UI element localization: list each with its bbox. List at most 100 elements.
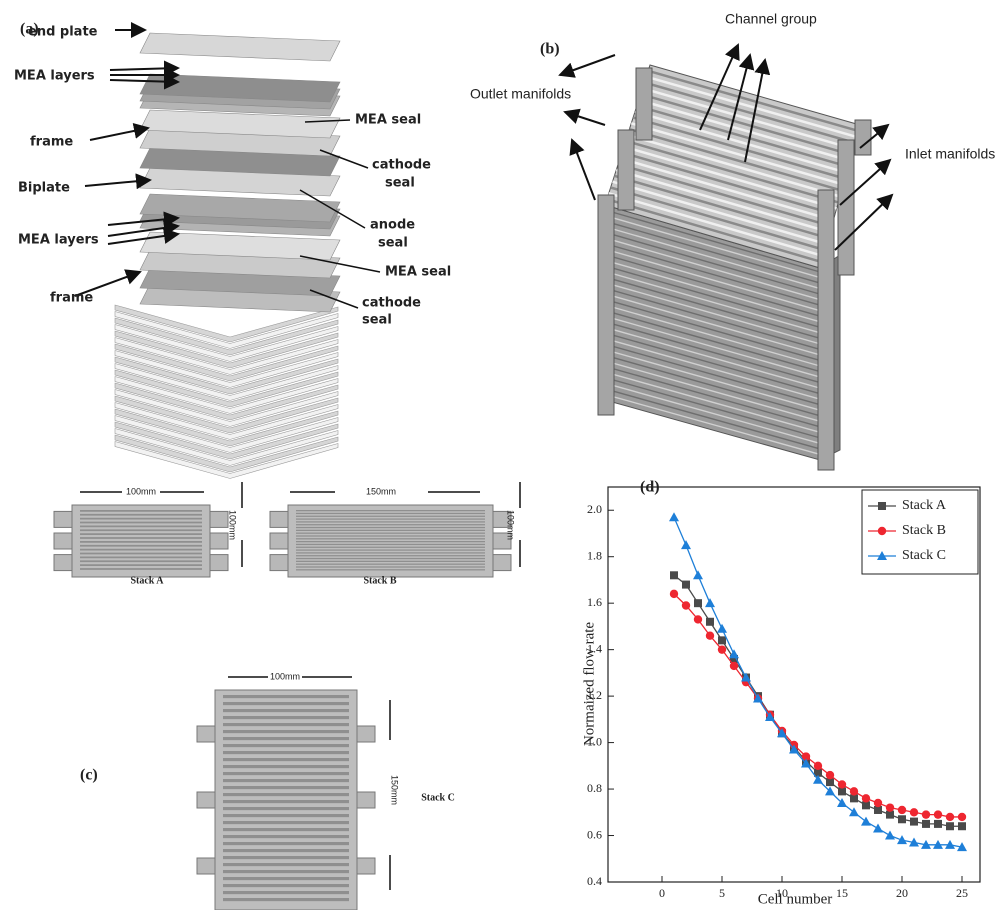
marker [814, 768, 822, 777]
y-tick-label: 0.4 [587, 874, 602, 888]
marker [873, 798, 883, 808]
channel [223, 744, 349, 748]
marker [789, 744, 799, 754]
cell-layer [114, 408, 339, 447]
channel [634, 110, 848, 174]
cell-layer [114, 337, 339, 375]
plate-line [604, 354, 821, 417]
tab [196, 791, 216, 809]
channel [80, 510, 202, 512]
y-tick-label: 1.6 [587, 595, 602, 609]
channel [223, 772, 349, 776]
marker [837, 780, 847, 789]
arrow [727, 53, 755, 141]
channel [621, 151, 836, 216]
label: MEA layers [18, 233, 99, 248]
label: cathode [362, 296, 421, 311]
label: Channel group [725, 11, 817, 27]
panel-c [53, 482, 521, 910]
marker [886, 810, 894, 819]
cell-layer [114, 415, 339, 453]
layer [139, 231, 341, 261]
tab [53, 554, 73, 572]
cell-layer [114, 389, 339, 427]
channel [644, 81, 856, 145]
legend-marker [878, 502, 886, 510]
y-tick-label: 0.6 [587, 827, 602, 841]
legend-label: Stack B [902, 523, 946, 538]
arrow [699, 43, 740, 131]
marker [945, 812, 955, 822]
arrow [839, 158, 892, 206]
y-tick-label: 1.0 [587, 734, 602, 748]
channel [223, 786, 349, 790]
plate-line [604, 393, 821, 456]
marker [922, 819, 930, 828]
marker [837, 798, 847, 807]
leader [304, 119, 351, 123]
plate-line [604, 293, 821, 356]
panel-b [558, 43, 894, 471]
cell-layer [114, 402, 339, 440]
channel [617, 162, 833, 228]
marker [909, 837, 919, 847]
marker [801, 752, 811, 761]
arrow [107, 228, 180, 245]
channel [223, 877, 349, 881]
label: frame [50, 291, 93, 306]
channel [640, 92, 853, 156]
arrow [107, 220, 180, 237]
plate-line [604, 209, 821, 273]
dimension: 100mm [126, 486, 156, 496]
plate-line [604, 349, 821, 411]
manifold [837, 139, 855, 276]
y-axis-label: Normaized flow rate [581, 622, 597, 746]
channel [612, 180, 828, 246]
channel [80, 556, 202, 559]
channel [627, 133, 841, 198]
channel [223, 821, 349, 825]
leader [299, 189, 366, 229]
marker [910, 817, 918, 826]
channel [223, 779, 349, 783]
cell-layer [114, 363, 339, 401]
marker [693, 570, 703, 580]
channel [296, 569, 485, 571]
plate-line [604, 315, 821, 378]
x-tick-label: 10 [776, 886, 788, 900]
plate-line [604, 298, 821, 362]
channel [296, 510, 485, 512]
channel [296, 521, 485, 523]
marker [730, 654, 738, 663]
label: frame [30, 135, 73, 150]
marker [705, 598, 715, 608]
plate-line [604, 248, 821, 312]
channel [80, 552, 202, 555]
marker [670, 571, 678, 580]
channel [296, 535, 485, 537]
marker [958, 822, 966, 831]
marker [826, 778, 834, 787]
channel [223, 800, 349, 804]
channel [80, 529, 202, 532]
cell-layer [114, 382, 339, 421]
cell-layer [114, 330, 339, 369]
leader [309, 289, 359, 309]
channel [296, 532, 485, 534]
label: cathode [372, 158, 431, 173]
tab [53, 532, 73, 550]
cell-layer [114, 395, 339, 434]
channel [296, 555, 485, 557]
channel [629, 127, 843, 192]
channel [296, 563, 485, 565]
arrow [563, 108, 606, 126]
channel [647, 69, 859, 133]
legend-marker [877, 551, 887, 560]
marker [849, 787, 859, 796]
marker [909, 808, 919, 817]
marker [753, 693, 763, 703]
channel [296, 549, 485, 551]
manifold [597, 194, 615, 416]
x-axis-label: Cell number [758, 891, 833, 907]
plate-line [604, 304, 821, 367]
